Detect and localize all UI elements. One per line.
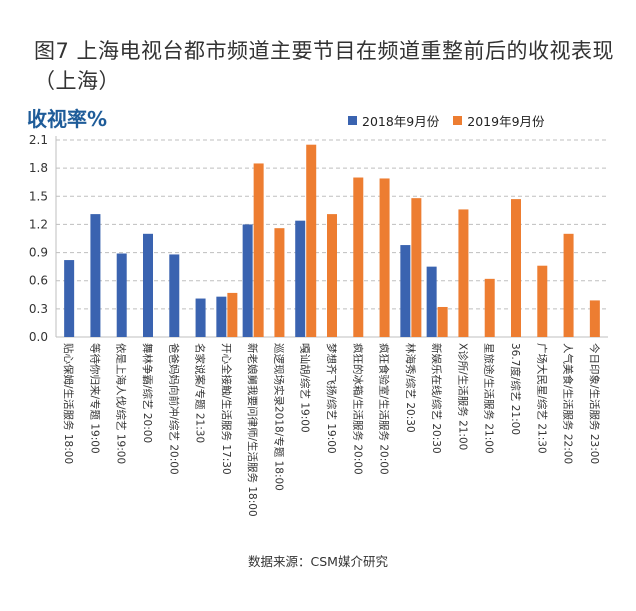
bar-2019 — [306, 144, 317, 337]
x-tick-label: 爸爸妈妈向前冲/综艺 20:00 — [167, 343, 180, 475]
x-tick-label: 依是上海人伐/综艺 19:00 — [115, 343, 128, 464]
bar-2018 — [242, 224, 253, 337]
bar-2018 — [169, 254, 180, 337]
x-tick-label: X诊所/生活服务 21:00 — [456, 343, 469, 450]
bar-2019 — [458, 209, 469, 337]
y-tick-label: 0.6 — [29, 274, 48, 288]
bar-2019 — [327, 214, 337, 337]
x-tick-label: 等待你归来/专题 19:00 — [88, 343, 101, 454]
x-tick-label: 今日印象/生活服务 23:00 — [588, 343, 601, 464]
y-tick-label: 2.1 — [29, 133, 48, 147]
bar-2019 — [563, 233, 574, 337]
bar-2019 — [274, 228, 285, 337]
y-axis-label: 收视率% — [27, 107, 108, 131]
y-tick-label: 0.0 — [29, 330, 48, 344]
bar-2018 — [426, 266, 437, 337]
bar-2018 — [216, 296, 227, 337]
source-note: 数据来源：CSM媒介研究 — [248, 554, 388, 569]
bar-2019 — [411, 198, 422, 337]
x-tick-label: 新娱乐在线/综艺 20:30 — [430, 343, 443, 454]
x-tick-label: 36.7度/综艺 21:00 — [509, 343, 522, 435]
bar-2018 — [90, 214, 101, 337]
legend-label-2018: 2018年9月份 — [362, 114, 440, 129]
bar-2018 — [143, 233, 153, 337]
chart-title: 图7 上海电视台都市频道主要节目在频道重整前后的收视表现（上海） — [34, 39, 615, 93]
x-tick-label: 名家说案/专题 21:30 — [194, 343, 207, 443]
y-tick-label: 1.5 — [29, 189, 48, 203]
x-tick-label: 人气美食/生活服务 22:00 — [562, 343, 575, 464]
x-tick-label: 嘎讪胡/综艺 19:00 — [299, 343, 312, 433]
bar-2018 — [295, 220, 306, 337]
legend-label-2019: 2019年9月份 — [467, 114, 545, 129]
bar-2018 — [195, 298, 206, 337]
bar-2018 — [64, 260, 75, 337]
bar-2019 — [484, 278, 495, 337]
bar-2019 — [511, 199, 521, 337]
bar-2019 — [253, 163, 264, 337]
legend-item-2019: 2019年9月份 — [453, 111, 545, 130]
legend-item-2018: 2018年9月份 — [348, 111, 439, 130]
x-tick-label: 疯狂的冰箱/生活服务 20:00 — [351, 343, 364, 475]
bar-2019 — [379, 178, 390, 337]
legend-swatch-2019 — [453, 116, 463, 125]
x-tick-label: 开心全接触/生活服务 17:30 — [220, 343, 233, 475]
bar-2019 — [353, 177, 364, 337]
x-tick-label: 贴心保姆/生活服务 18:00 — [62, 343, 75, 464]
bar-2018 — [400, 245, 411, 337]
y-tick-label: 0.9 — [29, 246, 48, 260]
x-tick-label: 林海秀/综艺 20:30 — [404, 343, 417, 433]
chart-legend: 2018年9月份 2019年9月份 — [348, 111, 559, 130]
x-tick-label: 梦想齐飞扬/综艺 19:00 — [325, 343, 338, 454]
bar-2019 — [537, 265, 548, 337]
x-tick-label: 广场大民星/综艺 21:30 — [535, 343, 548, 454]
y-tick-label: 1.2 — [29, 217, 48, 231]
legend-swatch-2018 — [348, 116, 357, 125]
x-tick-label: 巡逻现场实录2018/专题 18:00 — [272, 343, 285, 491]
bar-2019 — [437, 306, 448, 337]
bar-2018 — [116, 253, 127, 337]
bar-2019 — [227, 292, 238, 337]
x-tick-label: 星旅途/生活服务 21:00 — [483, 343, 496, 454]
x-tick-label: 新老娘舅我要问律师/生活服务 18:00 — [246, 343, 259, 517]
x-tick-label: 疯狂食验室/生活服务 20:00 — [378, 343, 391, 475]
bar-2019 — [589, 300, 600, 337]
y-tick-label: 0.3 — [29, 302, 48, 316]
y-tick-label: 1.8 — [29, 161, 48, 175]
x-tick-label: 舞林争霸/综艺 20:00 — [141, 343, 154, 443]
